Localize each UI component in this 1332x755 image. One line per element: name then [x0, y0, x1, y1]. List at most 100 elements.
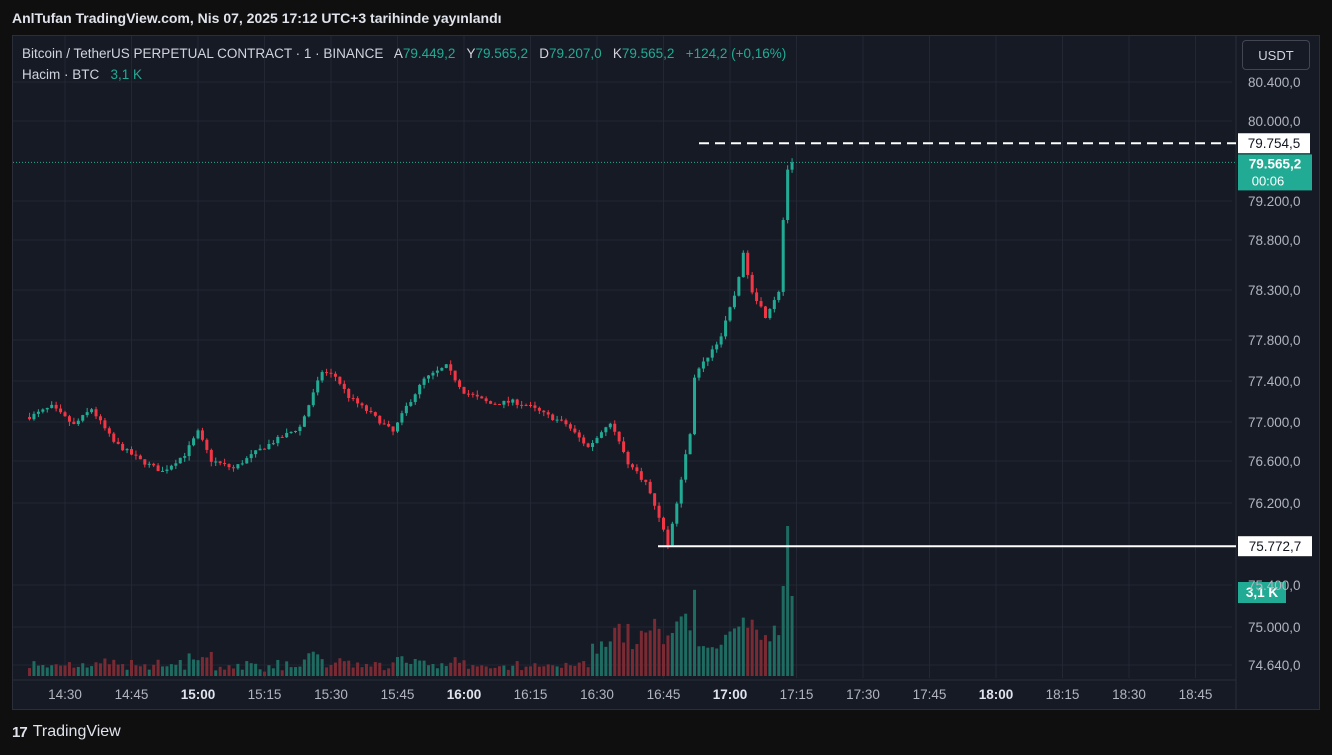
candle-body	[617, 431, 621, 442]
chart-frame[interactable]	[12, 35, 1320, 710]
candle-body	[591, 442, 595, 447]
volume-bar	[630, 649, 634, 676]
candle-body	[724, 320, 728, 337]
candle-body	[254, 450, 258, 455]
footer-brand[interactable]: 17 TradingView	[12, 723, 121, 741]
candle-body	[130, 449, 133, 455]
low-price-tag	[1238, 536, 1312, 557]
candle-body	[582, 437, 586, 444]
candle-body	[537, 407, 541, 411]
volume-bar	[121, 664, 125, 676]
volume-bar	[511, 665, 515, 676]
price-tick-label: 75.400,0	[1248, 578, 1301, 593]
volume-bar	[112, 659, 116, 676]
volume-bar	[98, 663, 102, 676]
volume-bar	[214, 670, 218, 676]
volume-bar	[59, 665, 63, 676]
candle-body	[245, 458, 249, 464]
volume-bar	[724, 634, 728, 676]
price-tick-label: 74.640,0	[1248, 658, 1301, 673]
candle-body	[143, 459, 147, 465]
volume-bar	[622, 642, 626, 676]
candle-body	[236, 464, 240, 469]
candle-body	[595, 437, 599, 443]
candle-body	[214, 461, 218, 463]
candle-body	[289, 431, 293, 433]
candle-body	[564, 420, 568, 425]
time-tick-label: 18:30	[1112, 687, 1146, 702]
candle-body	[50, 404, 54, 408]
candle-body	[205, 439, 209, 450]
time-tick-label: 18:15	[1046, 687, 1080, 702]
volume-bar	[697, 646, 701, 676]
candle-body	[325, 372, 329, 374]
candle-body	[599, 432, 603, 438]
volume-bar	[560, 667, 564, 676]
candle-body	[666, 529, 670, 546]
volume-bar	[81, 663, 85, 676]
candle-body	[54, 404, 58, 409]
volume-bar	[316, 654, 320, 676]
candle-body	[147, 463, 151, 465]
time-tick-label: 15:00	[181, 687, 216, 702]
candle-body	[475, 394, 479, 397]
volume-bar	[263, 671, 266, 676]
candle-body	[453, 370, 457, 381]
volume-bar	[551, 665, 555, 676]
candle-body	[750, 274, 754, 293]
volume-bar	[28, 668, 32, 676]
candle-body	[710, 349, 714, 358]
volume-bar	[781, 586, 785, 676]
currency-button[interactable]: USDT	[1242, 40, 1310, 70]
last-price-tag	[1238, 154, 1312, 191]
candle-body	[635, 467, 639, 472]
volume-bar	[258, 669, 262, 676]
volume-bar	[254, 663, 258, 676]
volume-bar	[701, 646, 705, 676]
volume-bar	[400, 656, 404, 676]
volume-bar	[746, 627, 750, 676]
symbol-title[interactable]: Bitcoin / TetherUS PERPETUAL CONTRACT · …	[22, 46, 384, 61]
candle-body	[391, 426, 395, 432]
candle-body	[116, 441, 120, 444]
volume-bar	[333, 662, 337, 676]
candle-body	[715, 344, 719, 350]
volume-bar	[245, 661, 249, 676]
candle-body	[200, 430, 204, 440]
volume-bar	[298, 666, 302, 676]
volume-bar	[617, 623, 621, 676]
candle-body	[484, 398, 488, 402]
candle-body	[294, 430, 298, 432]
candle-body	[338, 376, 342, 384]
candle-body	[551, 414, 555, 421]
close-value: 79.565,2	[621, 46, 675, 61]
volume-bar	[790, 596, 794, 676]
candles	[28, 158, 794, 549]
candle-body	[413, 394, 417, 403]
volume-bar	[466, 668, 470, 676]
volume-bar	[688, 630, 692, 676]
volume-bar	[533, 663, 537, 676]
candle-body	[489, 401, 493, 404]
candle-body	[768, 309, 772, 319]
candle-body	[356, 398, 360, 404]
candle-body	[746, 252, 750, 275]
volume-label[interactable]: Hacim · BTC	[22, 67, 100, 82]
close-label: K	[612, 46, 622, 61]
volume-bar	[670, 632, 674, 676]
volume-bar	[706, 647, 710, 676]
volume-bar	[387, 668, 391, 676]
candle-body	[342, 383, 346, 390]
price-tick-label: 76.600,0	[1248, 454, 1301, 469]
candle-body	[772, 300, 776, 310]
candle-body	[542, 410, 546, 413]
candle-body	[36, 411, 40, 414]
candle-body	[422, 378, 426, 385]
volume-bar	[502, 665, 506, 676]
candle-body	[506, 400, 510, 403]
volume-bar	[422, 660, 426, 676]
volume-bar	[227, 665, 231, 676]
volume-bar	[741, 617, 745, 676]
time-tick-label: 17:45	[913, 687, 947, 702]
